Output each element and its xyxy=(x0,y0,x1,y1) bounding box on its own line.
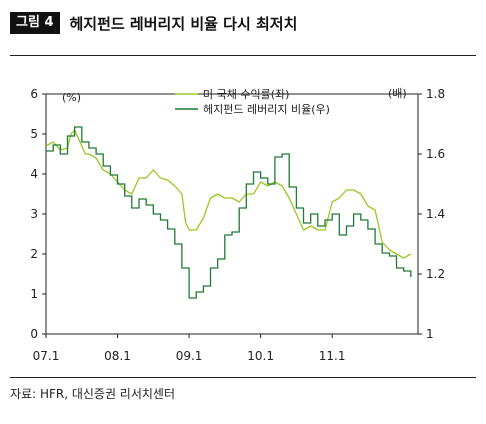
figure-number-badge: 그림 4 xyxy=(10,12,60,34)
figure-title: 헤지펀드 레버리지 비율 다시 최저치 xyxy=(69,14,298,33)
right-tick-label: 1.8 xyxy=(426,87,445,101)
x-tick-label: 11.1 xyxy=(319,349,346,363)
series-line-leverage xyxy=(46,126,412,299)
left-tick-label: 1 xyxy=(30,287,38,301)
bottom-rule xyxy=(10,377,476,378)
right-tick-label: 1.2 xyxy=(426,267,445,281)
figure-header: 그림 4 헤지펀드 레버리지 비율 다시 최저치 xyxy=(10,8,297,38)
x-tick-label: 09.1 xyxy=(176,349,203,363)
left-tick-label: 5 xyxy=(30,127,38,141)
right-axis-unit: (배) xyxy=(388,87,407,100)
plot-frame xyxy=(45,93,419,335)
right-tick-label: 1.4 xyxy=(426,207,445,221)
left-axis-unit: (%) xyxy=(62,91,81,104)
legend-label-treasury: 미 국채 수익률(좌) xyxy=(203,88,289,101)
left-tick-label: 4 xyxy=(30,167,38,181)
left-tick-label: 0 xyxy=(30,327,38,341)
left-tick-label: 6 xyxy=(30,87,38,101)
right-tick-label: 1 xyxy=(426,327,434,341)
source-note: 자료: HFR, 대신증권 리서치센터 xyxy=(10,387,176,401)
legend-label-leverage: 헤지펀드 레버리지 비율(우) xyxy=(203,103,330,116)
left-tick-label: 3 xyxy=(30,207,38,221)
series-line-treasury xyxy=(45,129,412,259)
x-tick-label: 10.1 xyxy=(247,349,274,363)
x-tick-label: 08.1 xyxy=(104,349,131,363)
right-tick-label: 1.6 xyxy=(426,147,445,161)
left-tick-label: 2 xyxy=(30,247,38,261)
top-rule xyxy=(10,55,476,56)
x-tick-label: 07.1 xyxy=(33,349,60,363)
